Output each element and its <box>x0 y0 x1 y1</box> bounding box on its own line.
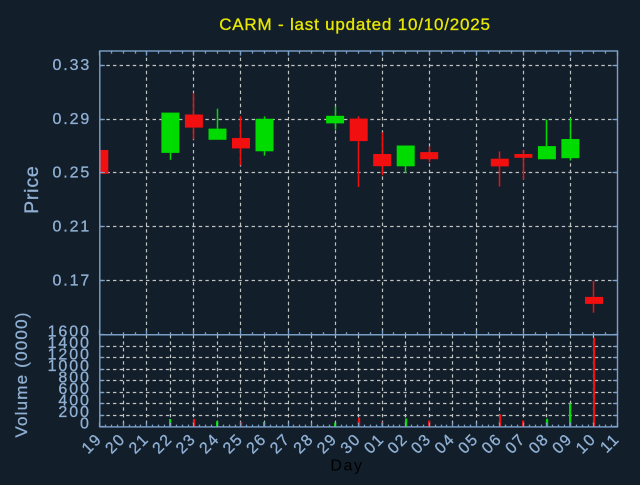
svg-text:1000: 1000 <box>48 358 91 375</box>
svg-text:0.21: 0.21 <box>52 219 91 236</box>
svg-text:Day: Day <box>330 458 363 475</box>
svg-text:Volume (0000): Volume (0000) <box>12 311 31 437</box>
svg-text:0.25: 0.25 <box>52 165 91 182</box>
svg-text:1400: 1400 <box>48 335 91 352</box>
svg-text:800: 800 <box>58 370 90 387</box>
svg-text:200: 200 <box>58 404 90 421</box>
svg-text:0.29: 0.29 <box>52 111 91 128</box>
svg-text:0.33: 0.33 <box>52 57 91 74</box>
svg-text:0.17: 0.17 <box>52 273 91 290</box>
svg-text:CARM - last updated 10/10/2025: CARM - last updated 10/10/2025 <box>219 15 491 34</box>
svg-text:1200: 1200 <box>48 347 91 364</box>
svg-text:1600: 1600 <box>48 324 91 341</box>
svg-text:Price: Price <box>21 165 43 213</box>
svg-text:600: 600 <box>58 381 90 398</box>
svg-text:0: 0 <box>80 416 91 433</box>
svg-text:400: 400 <box>58 393 90 410</box>
